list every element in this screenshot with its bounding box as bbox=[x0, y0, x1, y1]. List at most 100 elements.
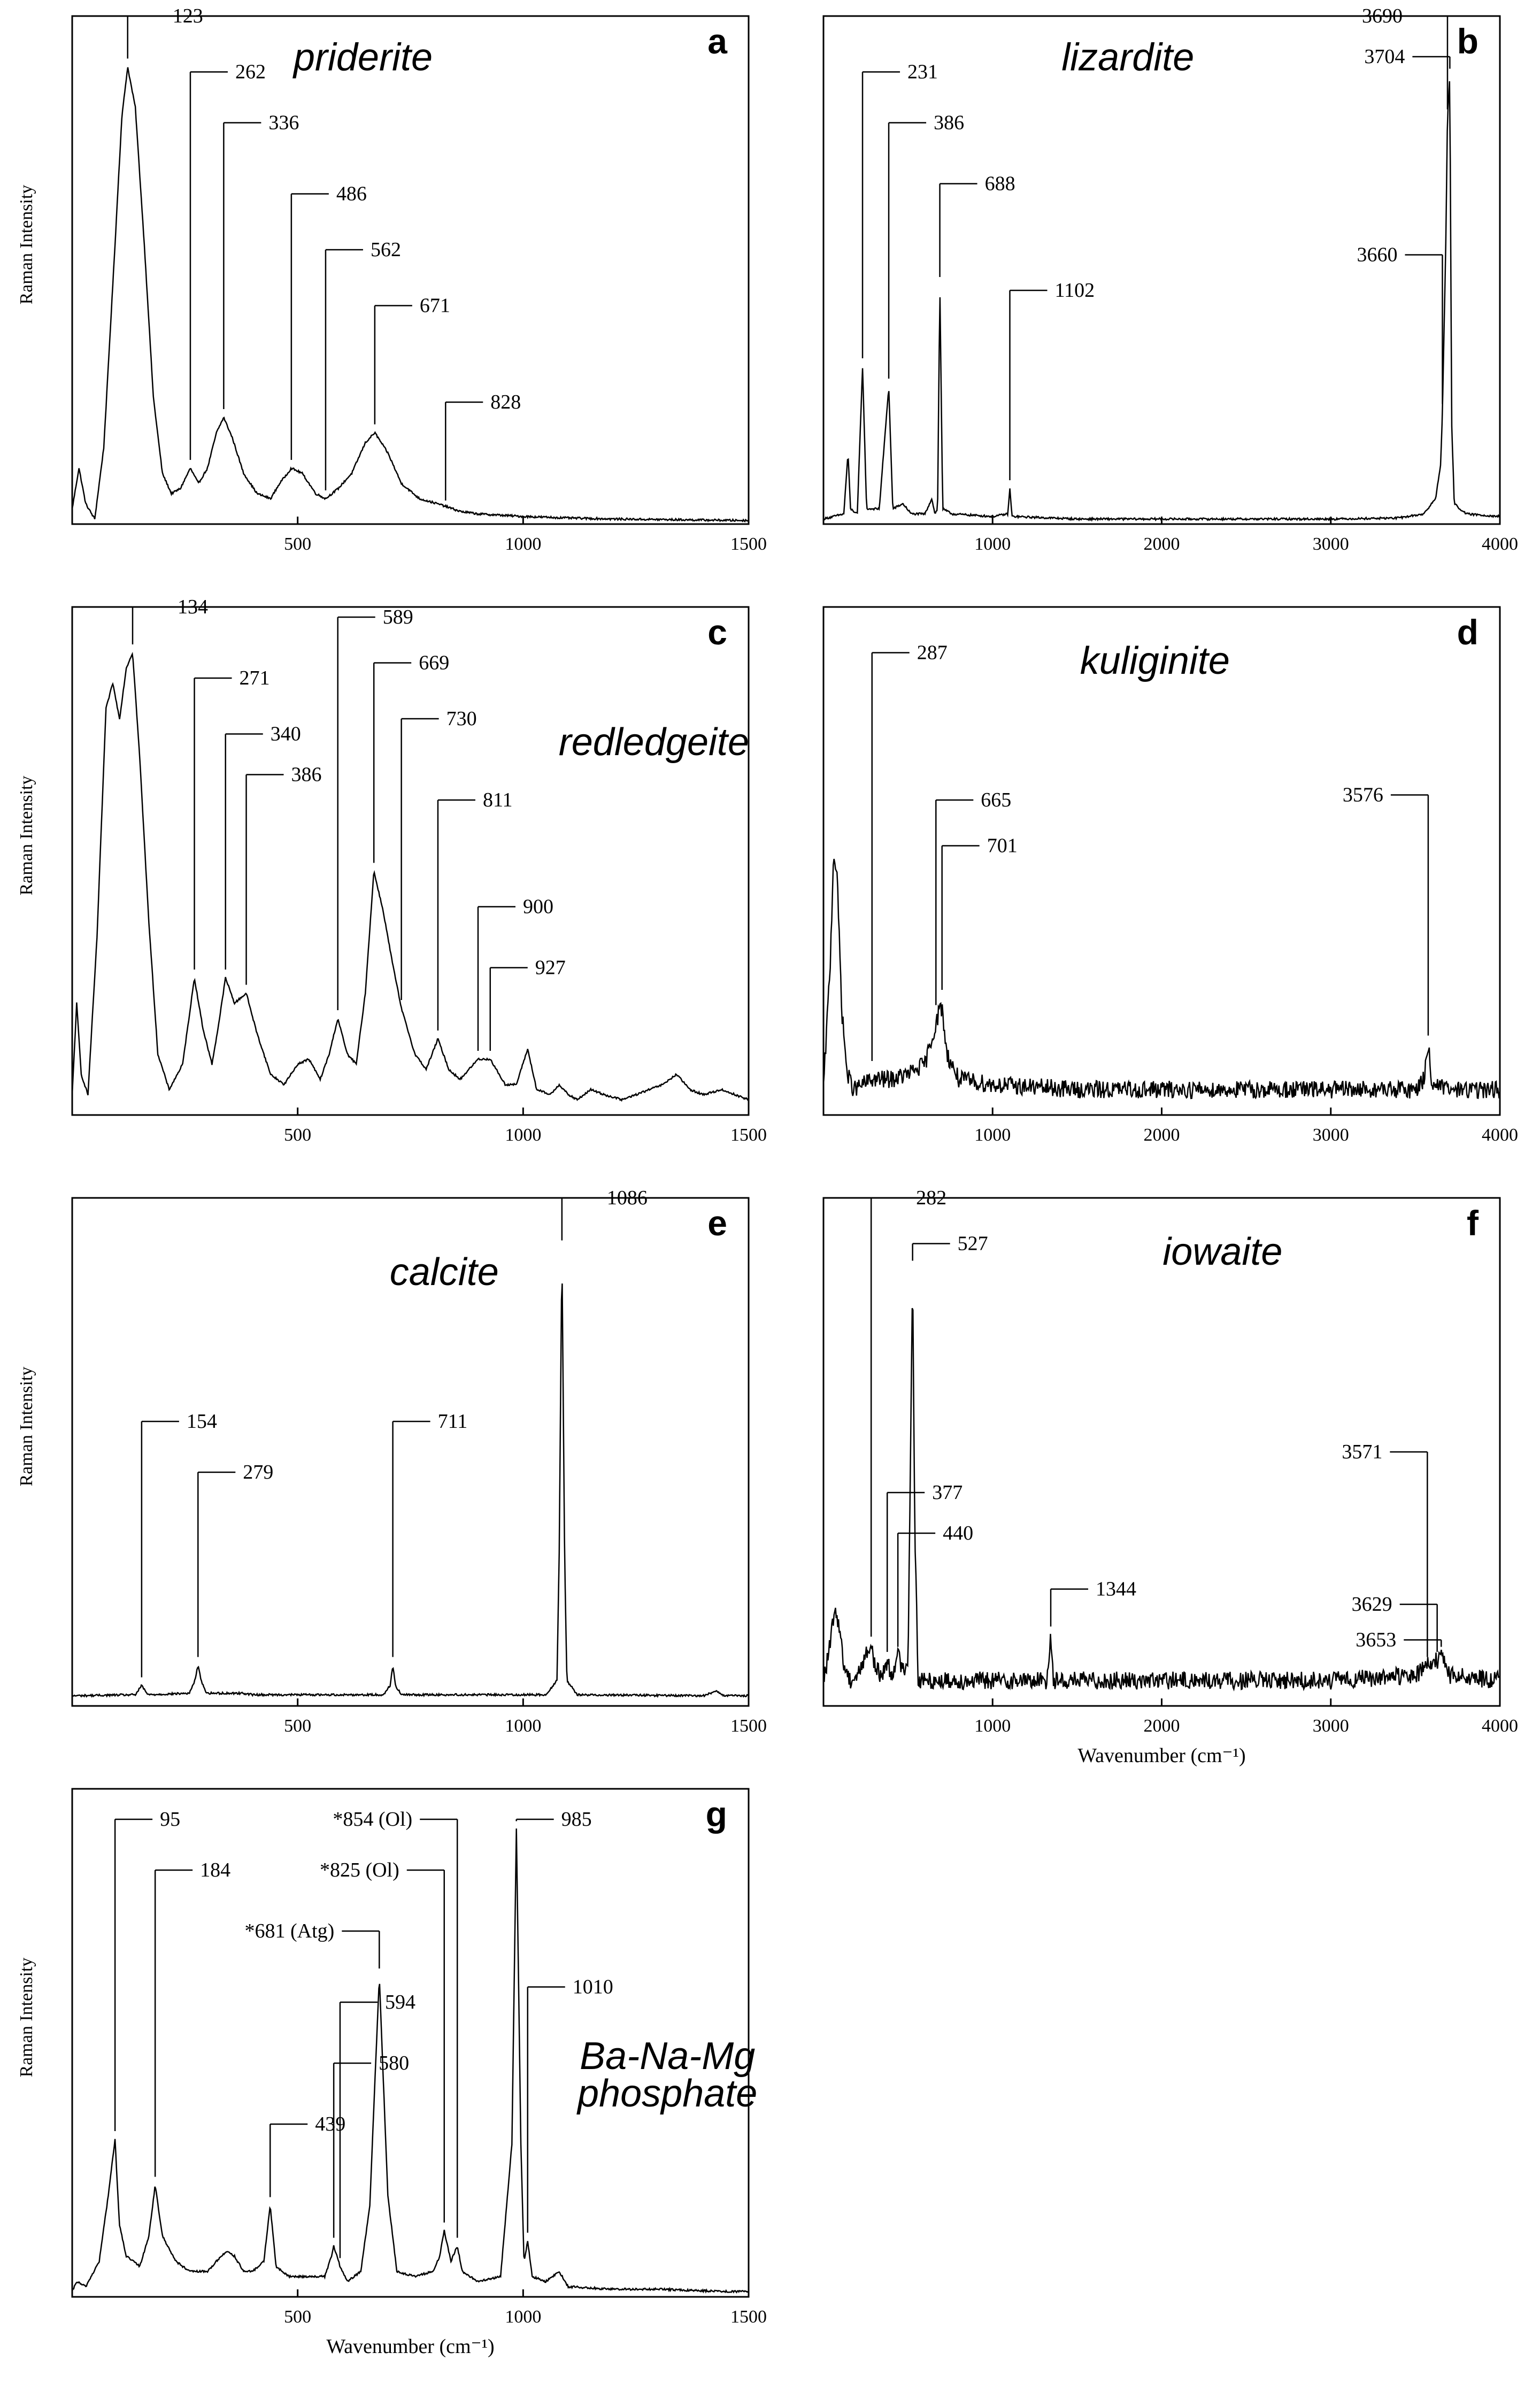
peak-label: 1010 bbox=[573, 1976, 613, 1998]
peak-label: 336 bbox=[268, 112, 299, 134]
peak-label: *825 (Ol) bbox=[320, 1859, 399, 1881]
peak-annotation: 486 bbox=[290, 183, 367, 460]
x-tick-label: 2000 bbox=[1144, 534, 1180, 554]
peak-label: 262 bbox=[235, 61, 266, 83]
peak-annotation: 3571 bbox=[1342, 1441, 1428, 1657]
peak-annotation: 3576 bbox=[1343, 784, 1429, 1036]
x-tick-label: 3000 bbox=[1313, 1716, 1349, 1736]
peak-annotation: 336 bbox=[223, 112, 299, 409]
peak-annotation: *854 (Ol) bbox=[333, 1808, 458, 2238]
x-tick-label: 1500 bbox=[730, 1716, 767, 1736]
peak-label: 900 bbox=[523, 896, 553, 918]
peak-annotation: 134 bbox=[132, 596, 208, 644]
peak-label: 134 bbox=[178, 596, 208, 618]
peak-annotation: 730 bbox=[401, 708, 477, 1000]
peak-annotation: 271 bbox=[194, 667, 270, 970]
peak-annotation: 1102 bbox=[1009, 279, 1095, 480]
panel-letter: a bbox=[707, 21, 728, 61]
x-tick-label: 2000 bbox=[1144, 1125, 1180, 1145]
peak-label: 282 bbox=[916, 1187, 946, 1209]
peak-annotation: 828 bbox=[445, 391, 521, 501]
x-tick-label: 1000 bbox=[505, 534, 541, 554]
peak-annotation: 279 bbox=[197, 1461, 273, 1657]
peak-annotation: 688 bbox=[939, 173, 1015, 277]
x-tick-label: 3000 bbox=[1313, 1125, 1349, 1145]
peak-annotation: 123 bbox=[127, 5, 203, 59]
peak-label: 3653 bbox=[1356, 1629, 1396, 1651]
peak-annotation: 3629 bbox=[1352, 1593, 1438, 1652]
peak-annotation: *825 (Ol) bbox=[320, 1859, 445, 2223]
y-axis-label: Raman Intensity bbox=[17, 1367, 36, 1487]
panel-title: Ba-Na-Mg bbox=[580, 2035, 755, 2078]
peak-label: 594 bbox=[385, 1991, 415, 2013]
peak-label: 3690 bbox=[1362, 5, 1403, 27]
peak-label: 439 bbox=[315, 2113, 345, 2135]
peak-annotation: 527 bbox=[912, 1233, 988, 1261]
peak-label: 279 bbox=[243, 1461, 273, 1483]
peak-label: 665 bbox=[981, 789, 1011, 811]
peak-label: *681 (Atg) bbox=[244, 1920, 334, 1942]
spectrum-line-b bbox=[822, 81, 1500, 522]
peak-label: 688 bbox=[985, 173, 1015, 195]
panel-letter: g bbox=[706, 1794, 727, 1834]
x-axis-label: Wavenumber (cm⁻¹) bbox=[326, 2335, 494, 2358]
peak-label: 3576 bbox=[1343, 784, 1383, 806]
peak-label: 486 bbox=[336, 183, 367, 205]
peak-annotation: 3660 bbox=[1357, 244, 1443, 404]
panel-e: 500 1000 1500 Raman Intensity 154 279 711 1086 c… bbox=[17, 1187, 767, 1736]
peak-annotation: 671 bbox=[374, 295, 450, 425]
peak-label: 95 bbox=[160, 1808, 180, 1831]
peak-annotation: 701 bbox=[941, 835, 1018, 990]
panel-title: phosphate bbox=[576, 2072, 757, 2115]
x-tick-label: 500 bbox=[284, 534, 311, 554]
panel-e-frame bbox=[71, 1197, 750, 1707]
peak-annotation: 1086 bbox=[561, 1187, 648, 1241]
peak-label: 580 bbox=[379, 2052, 409, 2074]
panel-d: 1000 2000 3000 4000 287 665 701 3576 kuliginite d bbox=[822, 606, 1518, 1145]
peak-annotation: 589 bbox=[337, 606, 413, 1010]
peak-label: 527 bbox=[958, 1233, 988, 1255]
peak-annotation: 1010 bbox=[527, 1976, 613, 2233]
peak-annotation: 985 bbox=[515, 1808, 592, 1831]
peak-annotation: 340 bbox=[225, 723, 301, 970]
panel-letter: c bbox=[707, 612, 727, 652]
y-axis-label: Raman Intensity bbox=[17, 1958, 36, 2078]
x-tick-label: 500 bbox=[284, 1125, 311, 1145]
peak-label: 671 bbox=[420, 295, 450, 317]
peak-annotation: 594 bbox=[339, 1991, 415, 2258]
peak-annotation: 282 bbox=[870, 1187, 946, 1637]
x-tick-label: 2000 bbox=[1144, 1716, 1180, 1736]
peak-annotation: 669 bbox=[373, 652, 449, 863]
panel-c: 500 1000 1500 Raman Intensity 134 271 340 386 58… bbox=[17, 596, 767, 1145]
peak-annotation: 95 bbox=[114, 1808, 180, 2131]
peak-label: 386 bbox=[934, 112, 964, 134]
peak-annotation: 377 bbox=[886, 1481, 962, 1652]
panel-g-frame bbox=[71, 1788, 750, 2298]
panel-letter: f bbox=[1467, 1203, 1479, 1243]
peak-label: 589 bbox=[383, 606, 413, 628]
peak-annotation: 154 bbox=[141, 1410, 217, 1678]
peak-label: 184 bbox=[200, 1859, 230, 1881]
peak-label: 340 bbox=[271, 723, 301, 745]
panel-title: iowaite bbox=[1162, 1231, 1282, 1273]
x-tick-label: 1000 bbox=[505, 1716, 541, 1736]
peak-annotation: *681 (Atg) bbox=[244, 1920, 380, 1969]
peak-annotation: 665 bbox=[935, 789, 1011, 1005]
peak-label: 562 bbox=[371, 239, 401, 261]
x-tick-label: 1500 bbox=[730, 1125, 767, 1145]
peak-annotation: 3690 bbox=[1362, 5, 1449, 110]
panel-letter: b bbox=[1457, 21, 1479, 61]
panel-g: 500 1000 1500 Raman Intensity Wavenumber (cm… bbox=[17, 1788, 767, 2358]
peak-label: 154 bbox=[187, 1410, 217, 1433]
peak-annotation: 386 bbox=[245, 764, 322, 985]
panel-letter: d bbox=[1457, 612, 1479, 652]
peak-annotation: 562 bbox=[325, 239, 401, 490]
peak-annotation: 927 bbox=[489, 957, 566, 1051]
x-axis-label: Wavenumber (cm⁻¹) bbox=[1077, 1744, 1245, 1767]
peak-label: 377 bbox=[932, 1481, 962, 1504]
peak-annotation: 811 bbox=[437, 789, 513, 1031]
peak-label: 1102 bbox=[1055, 279, 1095, 302]
panel-letter: e bbox=[707, 1203, 727, 1243]
peak-label: 287 bbox=[917, 642, 948, 664]
